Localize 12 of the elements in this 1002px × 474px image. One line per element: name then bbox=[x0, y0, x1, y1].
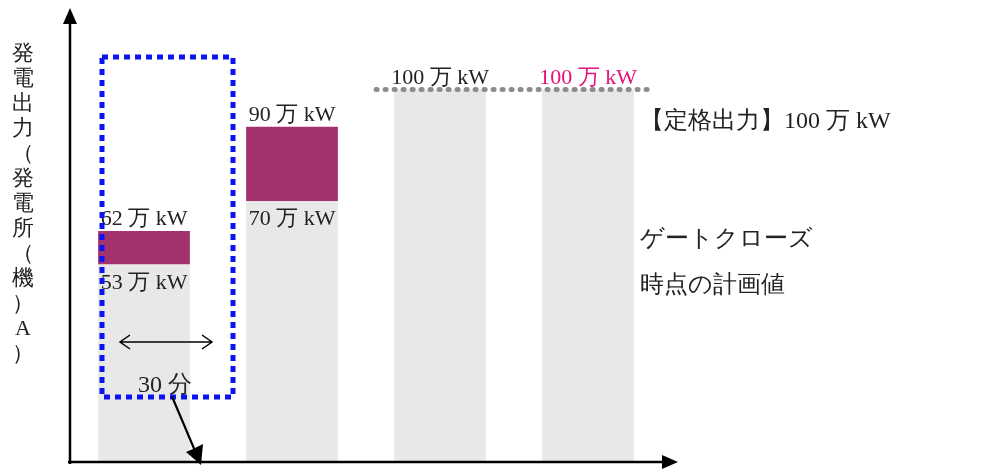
annotation: 53 万 kW bbox=[100, 268, 188, 294]
annotation: 90 万 kW bbox=[248, 100, 336, 126]
bar bbox=[98, 231, 190, 265]
text: 100 万 kW bbox=[391, 63, 490, 89]
text: 発電出力（発電所（機）A） bbox=[12, 40, 34, 365]
bar bbox=[246, 201, 338, 462]
bar bbox=[246, 126, 338, 202]
annotation: ゲートクローズ時点の計画値 bbox=[640, 225, 813, 297]
annotation: 【定格出力】100 万 kW bbox=[640, 107, 891, 133]
annotation: 30 分 bbox=[138, 371, 192, 397]
annotation: 70 万 kW bbox=[248, 205, 336, 231]
text: 100 万 kW bbox=[539, 63, 638, 89]
